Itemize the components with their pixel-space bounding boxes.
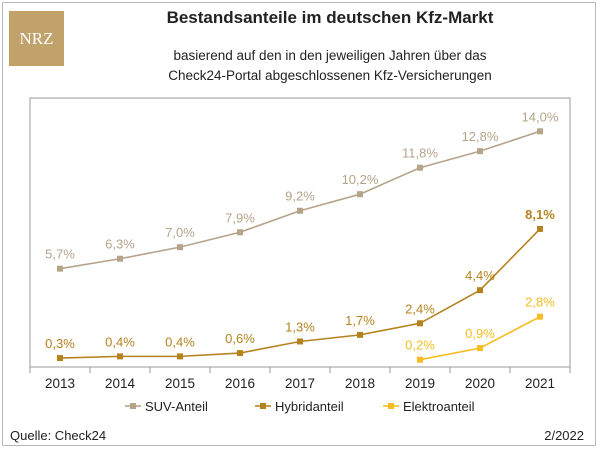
x-tick-label: 2016 — [225, 376, 255, 391]
data-point — [237, 350, 243, 357]
data-point — [537, 313, 543, 320]
data-label: 0,6% — [225, 331, 255, 346]
data-label: 0,3% — [45, 336, 75, 351]
x-tick-label: 2017 — [285, 376, 315, 391]
subtitle-line-1: basierend auf den in den jeweiligen Jahr… — [173, 48, 487, 63]
legend-marker — [388, 403, 394, 409]
legend-label: Hybridanteil — [275, 399, 344, 414]
nrz-logo: NRZ — [9, 11, 64, 66]
chart-subtitle: basierend auf den in den jeweiligen Jahr… — [80, 46, 580, 86]
legend-label: Elektroanteil — [403, 399, 475, 414]
data-label: 9,2% — [285, 189, 315, 204]
data-point — [417, 164, 423, 171]
data-point — [477, 287, 483, 294]
x-tick-label: 2013 — [45, 376, 75, 391]
data-point — [57, 265, 63, 272]
data-point — [237, 229, 243, 236]
data-point — [417, 356, 423, 363]
x-tick-label: 2014 — [105, 376, 136, 391]
x-tick-label: 2021 — [525, 376, 555, 391]
source-note: Quelle: Check24 — [10, 428, 107, 443]
x-tick-label: 2015 — [165, 376, 195, 391]
data-label: 6,3% — [105, 237, 135, 252]
data-label: 12,8% — [462, 129, 499, 144]
data-point — [477, 148, 483, 155]
logo-text: NRZ — [19, 28, 54, 48]
data-label: 7,9% — [225, 210, 255, 225]
legend-marker — [260, 403, 266, 409]
subtitle-line-2: Check24-Portal abgeschlossenen Kfz-Versi… — [168, 68, 492, 83]
data-point — [57, 355, 63, 362]
data-label: 1,3% — [285, 319, 315, 334]
data-point — [357, 191, 363, 198]
data-label: 14,0% — [522, 109, 559, 124]
data-label: 2,4% — [405, 301, 435, 316]
x-tick-label: 2019 — [405, 376, 435, 391]
data-label: 0,4% — [105, 334, 135, 349]
data-label: 1,7% — [345, 313, 375, 328]
data-label: 10,2% — [342, 172, 379, 187]
data-label: 8,1% — [525, 207, 555, 222]
figure-frame — [2, 2, 596, 446]
data-label: 0,9% — [465, 326, 495, 341]
data-label: 2,8% — [525, 295, 555, 310]
data-point — [417, 320, 423, 327]
data-label: 4,4% — [465, 268, 495, 283]
data-label: 11,8% — [402, 146, 438, 161]
legend-label: SUV-Anteil — [145, 399, 208, 414]
data-point — [177, 353, 183, 360]
x-tick-label: 2018 — [345, 376, 375, 391]
data-point — [117, 353, 123, 360]
data-point — [297, 207, 303, 214]
data-point — [177, 244, 183, 251]
date-note: 2/2022 — [544, 428, 584, 443]
chart-title: Bestandsanteile im deutschen Kfz-Markt — [166, 8, 494, 27]
plot-area-border — [29, 97, 571, 368]
data-label: 0,4% — [165, 334, 195, 349]
legend-marker — [130, 403, 136, 409]
data-label: 5,7% — [45, 247, 75, 262]
data-point — [537, 128, 543, 135]
data-point — [297, 338, 303, 345]
data-point — [537, 225, 543, 232]
data-point — [477, 345, 483, 352]
data-label: 0,2% — [405, 338, 435, 353]
data-point — [357, 331, 363, 338]
x-tick-label: 2020 — [465, 376, 495, 391]
data-point — [117, 255, 123, 262]
data-label: 7,0% — [165, 225, 195, 240]
